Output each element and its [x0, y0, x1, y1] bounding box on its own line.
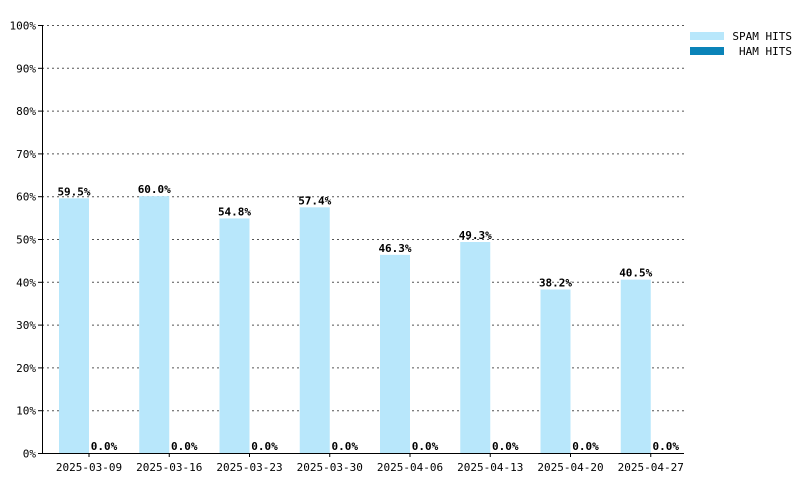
- y-tick-label: 80%: [16, 105, 36, 118]
- data-label: 59.5%: [57, 185, 90, 198]
- data-label: 38.2%: [539, 277, 572, 290]
- data-label: 57.4%: [298, 194, 331, 207]
- data-label: 0.0%: [412, 440, 439, 453]
- data-label: 0.0%: [492, 440, 519, 453]
- bar-spam: [540, 289, 571, 453]
- y-tick-label: 40%: [16, 276, 36, 289]
- bar-spam: [219, 218, 250, 453]
- x-tick-label: 2025-03-23: [216, 461, 282, 474]
- bar-spam: [59, 198, 89, 453]
- data-label: 40.5%: [619, 267, 652, 280]
- data-label: 54.8%: [218, 205, 251, 218]
- y-tick-label: 90%: [16, 62, 36, 75]
- y-tick-label: 10%: [16, 405, 36, 418]
- data-label: 0.0%: [332, 440, 359, 453]
- data-label: 0.0%: [91, 440, 118, 453]
- y-tick-label: 0%: [23, 448, 37, 461]
- legend-swatch-ham: [690, 47, 724, 55]
- data-label: 49.3%: [459, 229, 492, 242]
- bar-spam: [620, 279, 651, 453]
- x-tick-label: 2025-03-16: [136, 461, 202, 474]
- bar-spam: [380, 254, 410, 453]
- bar-spam: [299, 207, 330, 453]
- data-label: 0.0%: [251, 440, 278, 453]
- labels-layer: 0% 10% 20% 30% 40% 50% 60% 70% 80% 90% 100% 59.5% 0.…: [10, 20, 684, 475]
- data-label: 0.0%: [653, 440, 680, 453]
- x-tick-label: 2025-04-27: [618, 461, 684, 474]
- y-tick-label: 100%: [10, 20, 37, 33]
- y-tick-label: 30%: [16, 319, 36, 332]
- y-tick-label: 50%: [16, 234, 36, 247]
- bars-layer: [59, 196, 651, 453]
- legend-label: SPAM HITS: [732, 30, 792, 43]
- data-label: 0.0%: [171, 440, 198, 453]
- y-tick-label: 20%: [16, 362, 36, 375]
- bar-spam: [460, 241, 491, 453]
- bar-spam: [139, 196, 170, 453]
- data-label: 60.0%: [138, 183, 171, 196]
- y-tick-label: 60%: [16, 191, 36, 204]
- legend: SPAM HITS HAM HITS: [690, 30, 792, 58]
- x-tick-label: 2025-04-13: [457, 461, 523, 474]
- x-tick-label: 2025-04-06: [377, 461, 443, 474]
- data-label: 0.0%: [572, 440, 599, 453]
- legend-swatch-spam: [690, 32, 724, 40]
- x-tick-label: 2025-03-30: [297, 461, 363, 474]
- x-tick-label: 2025-04-20: [537, 461, 603, 474]
- y-tick-label: 70%: [16, 148, 36, 161]
- grid-layer: [38, 25, 684, 457]
- x-tick-label: 2025-03-09: [56, 461, 122, 474]
- data-label: 46.3%: [378, 242, 411, 255]
- legend-label: HAM HITS: [739, 45, 792, 58]
